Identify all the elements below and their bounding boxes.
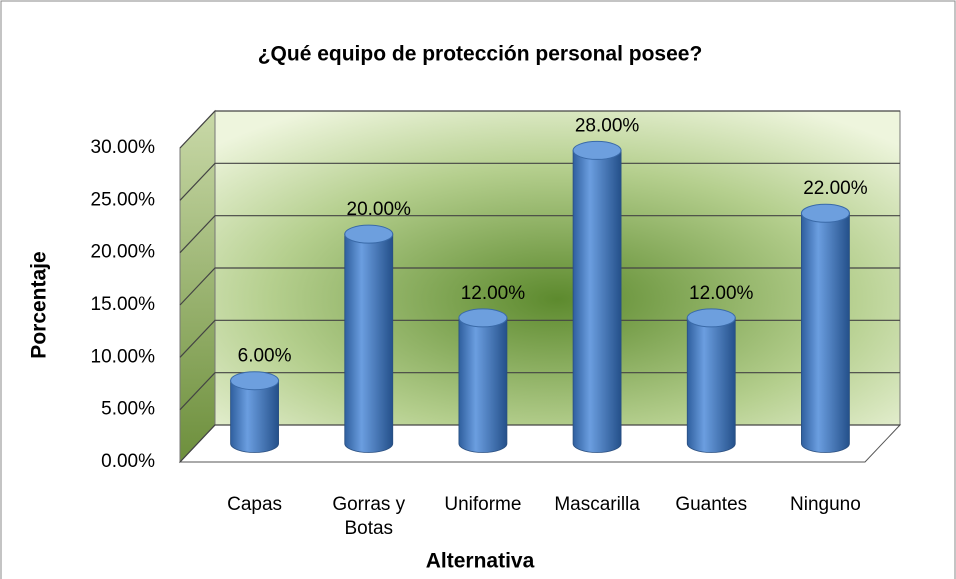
x-tick-label-box: Guantes bbox=[675, 494, 748, 515]
x-tick-label: Guantes bbox=[675, 494, 748, 515]
grid-line bbox=[179, 162, 900, 201]
grid-line bbox=[179, 319, 900, 358]
x-tick-label-box: Uniforme bbox=[444, 494, 522, 515]
x-tick-label-box: Capas bbox=[227, 494, 283, 515]
value-label: 12.00% bbox=[461, 283, 526, 304]
x-tick-label: Capas bbox=[227, 494, 283, 515]
grid-line bbox=[179, 372, 900, 411]
bar bbox=[801, 212, 850, 453]
y-tick-label: 0.00% bbox=[101, 451, 155, 472]
y-tick-label: 10.00% bbox=[91, 346, 156, 367]
y-tick-label: 25.00% bbox=[91, 189, 156, 210]
y-axis-label: Porcentaje bbox=[28, 251, 51, 358]
bar-top bbox=[230, 371, 280, 391]
grid-line bbox=[179, 267, 900, 306]
y-tick-label: 30.00% bbox=[91, 137, 156, 158]
x-tick-label: Mascarilla bbox=[554, 494, 640, 515]
x-tick-label-box: Gorras y Botas bbox=[332, 494, 406, 539]
grid-line bbox=[179, 424, 900, 463]
value-label: 20.00% bbox=[347, 199, 412, 220]
bar bbox=[686, 317, 736, 453]
y-tick-label: 5.00% bbox=[101, 399, 155, 420]
bar bbox=[230, 380, 279, 453]
grid-line bbox=[179, 110, 900, 149]
value-label: 28.00% bbox=[575, 115, 640, 136]
value-label: 6.00% bbox=[238, 346, 292, 367]
bar-top bbox=[458, 308, 508, 328]
chart-title: ¿Qué equipo de protección personal posee… bbox=[258, 43, 703, 66]
bar bbox=[572, 150, 622, 453]
bar-top bbox=[800, 203, 850, 223]
floor bbox=[178, 424, 902, 463]
y-tick-label: 20.00% bbox=[91, 242, 156, 263]
bar-top bbox=[344, 224, 394, 244]
bar bbox=[458, 317, 508, 453]
x-tick-label-box: Mascarilla bbox=[554, 494, 640, 515]
grid-line bbox=[179, 215, 900, 254]
x-axis-label: Alternativa bbox=[426, 550, 535, 573]
bar bbox=[344, 233, 394, 453]
x-tick-label: Ninguno bbox=[790, 494, 861, 515]
value-label: 12.00% bbox=[689, 283, 754, 304]
y-tick-label: 15.00% bbox=[91, 294, 156, 315]
x-tick-label-box: Ninguno bbox=[790, 494, 861, 515]
x-tick-label: Gorras y Botas bbox=[332, 494, 406, 539]
bar-top bbox=[686, 308, 736, 328]
bar-top bbox=[572, 140, 622, 160]
x-tick-label: Uniforme bbox=[444, 494, 522, 515]
value-label: 22.00% bbox=[803, 178, 868, 199]
